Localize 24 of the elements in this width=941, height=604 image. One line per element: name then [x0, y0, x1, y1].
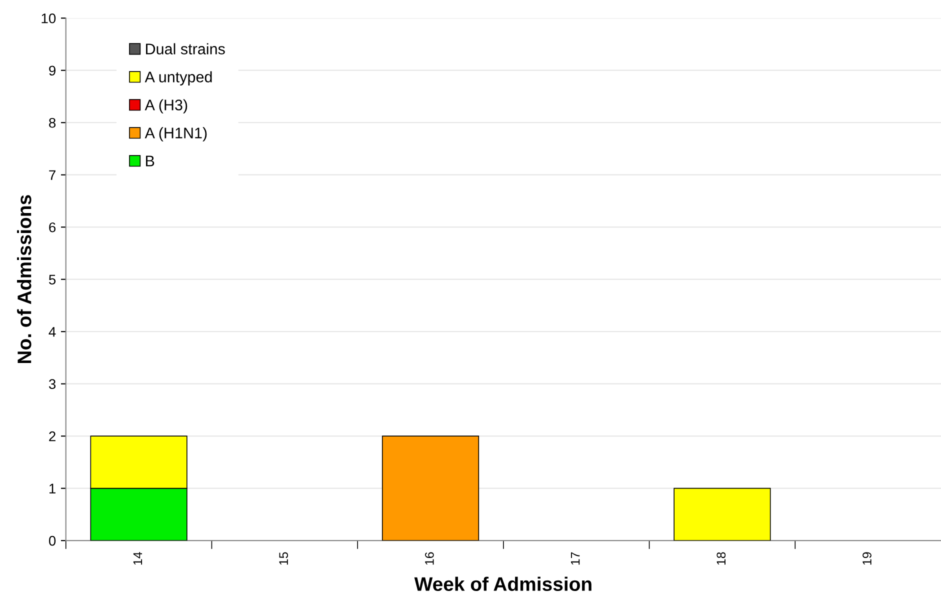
- x-tick-label: 19: [862, 552, 872, 565]
- x-axis-title: Week of Admission: [414, 576, 592, 591]
- legend-label: A (H3): [144, 99, 188, 114]
- y-tick-label: 9: [49, 66, 56, 76]
- legend-label: A untyped: [144, 71, 212, 86]
- legend-label: B: [146, 156, 154, 166]
- legend-label: A (H1N1): [144, 127, 207, 142]
- y-tick-label: 8: [49, 118, 56, 128]
- x-tick-label: 15: [279, 552, 288, 565]
- x-tick-label: 18: [716, 552, 726, 565]
- x-tick-label: 17: [570, 552, 580, 565]
- y-tick-label: 4: [48, 327, 56, 337]
- y-tick-label: 6: [49, 222, 56, 232]
- x-tick-label: 16: [425, 552, 434, 565]
- x-tick-label: 14: [133, 552, 142, 565]
- y-tick-label: 3: [48, 379, 56, 390]
- y-tick-label: 2: [49, 431, 56, 442]
- y-tick-label: 1: [49, 484, 56, 494]
- y-tick-label: 7: [49, 170, 56, 180]
- y-tick-label: 5: [48, 274, 56, 285]
- y-axis-title: No. of Admissions: [17, 195, 32, 364]
- y-tick-label: 0: [48, 536, 56, 546]
- y-tick-label: 10: [42, 13, 56, 24]
- legend-label: Dual strains: [146, 43, 225, 54]
